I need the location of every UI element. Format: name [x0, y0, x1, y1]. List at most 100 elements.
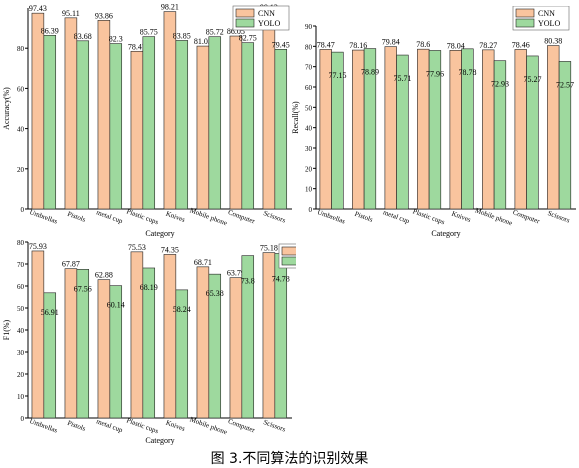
recall-y-tick-label: 40 — [305, 125, 313, 133]
accuracy-category-label: Pistols — [66, 210, 87, 224]
f1-category-label: Computer — [227, 417, 257, 434]
f1-category-label: metal cup — [95, 417, 124, 434]
accuracy-bar-cnn — [31, 12, 45, 210]
accuracy-bar-yolo — [274, 49, 288, 210]
accuracy-legend-swatch-cnn — [235, 8, 255, 18]
f1-value-label: 62.88 — [95, 271, 113, 280]
accuracy-y-tick-label: 20 — [17, 166, 25, 174]
recall-category-label: metal cup — [382, 208, 411, 225]
recall-value-label: 72.93 — [491, 80, 509, 89]
accuracy-value-label: 86.05 — [227, 27, 245, 36]
recall-value-label: 78.6 — [416, 40, 430, 49]
recall-category-label: Plastic cups — [412, 207, 446, 226]
f1-y-tick-label: 50 — [17, 305, 25, 313]
recall-x-axis-title: Category — [431, 229, 460, 238]
accuracy-category-label: Umbrellas — [28, 208, 58, 226]
f1-bar-cnn — [130, 251, 144, 419]
accuracy-y-axis-title: Accuracy(%) — [2, 87, 11, 130]
recall-legend-label: CNN — [538, 9, 555, 18]
recall-y-tick-label: 50 — [305, 104, 313, 112]
f1-y-tick-label: 60 — [17, 283, 25, 291]
recall-value-label: 72.57 — [556, 80, 574, 89]
f1-y-tick-label: 10 — [17, 393, 25, 401]
f1-category-label: Mobile phone — [189, 415, 228, 436]
accuracy-category-label: Computer — [227, 208, 257, 225]
recall-value-label: 77.96 — [426, 69, 444, 78]
accuracy-value-label: 86.39 — [41, 26, 59, 35]
f1-bar-yolo — [175, 289, 189, 419]
recall-legend-swatch-yolo — [515, 18, 535, 28]
recall-y-tick-label: 60 — [305, 84, 313, 92]
figure-caption: 图 3.不同算法的识别效果 — [210, 451, 369, 467]
accuracy-bar-cnn — [97, 20, 111, 210]
accuracy-bar-yolo — [241, 42, 255, 210]
recall-value-label: 77.15 — [328, 71, 346, 80]
recall-value-label: 78.04 — [447, 41, 465, 50]
accuracy-value-label: 85.75 — [140, 28, 158, 37]
f1-bar-yolo — [241, 255, 255, 419]
recall-value-label: 78.16 — [349, 41, 367, 50]
recall-bar-cnn — [482, 49, 495, 210]
f1-bar-yolo — [109, 285, 123, 419]
f1-bar-cnn — [229, 277, 243, 419]
accuracy-bar-yolo — [142, 36, 156, 210]
f1-y-tick-label: 20 — [17, 371, 25, 379]
recall-bar-yolo — [461, 48, 474, 210]
recall-value-label: 75.27 — [523, 75, 541, 84]
recall-category-label: Knives — [451, 210, 473, 224]
f1-bar-yolo — [142, 267, 156, 419]
recall-y-tick-label: 80 — [305, 43, 313, 51]
recall-chart: 0 10 20 30 40 50 60 70 80 90 78.47 78.16 79.84 78.6 78… — [290, 5, 579, 245]
f1-value-label: 68.19 — [140, 283, 158, 292]
accuracy-value-label: 82.3 — [109, 35, 123, 44]
recall-bar-yolo — [558, 61, 572, 210]
recall-value-label: 78.78 — [458, 68, 476, 77]
f1-y-tick-label: 70 — [17, 261, 25, 269]
recall-bar-yolo — [363, 48, 377, 210]
accuracy-category-label: metal cup — [95, 208, 124, 225]
f1-value-label: 68.71 — [194, 258, 212, 267]
accuracy-y-tick-label: 60 — [17, 85, 25, 93]
recall-value-label: 80.38 — [544, 37, 562, 46]
accuracy-bar-cnn — [163, 11, 177, 210]
recall-category-label: Mobile phone — [474, 206, 513, 227]
accuracy-value-label: 97.43 — [29, 4, 47, 13]
accuracy-value-label: 98.21 — [161, 3, 179, 12]
f1-value-label: 73.8 — [241, 277, 255, 286]
f1-category-label: Pistols — [66, 419, 87, 433]
accuracy-value-label: 79.45 — [272, 40, 290, 49]
recall-bar-yolo — [428, 50, 442, 210]
accuracy-bar-yolo — [43, 35, 57, 210]
accuracy-bar-cnn — [229, 35, 243, 210]
f1-category-label: Knives — [165, 419, 187, 433]
f1-y-axis-title: F1(%) — [2, 319, 11, 340]
accuracy-legend-label: CNN — [258, 9, 275, 18]
accuracy-value-label: 93.86 — [95, 11, 113, 20]
recall-y-tick-label: 0 — [309, 206, 313, 214]
f1-chart: 0 10 20 30 40 50 60 70 80 75.93 67.87 62.88 75.53 74.… — [0, 236, 336, 453]
f1-value-label: 74.35 — [161, 245, 179, 254]
f1-value-label: 67.56 — [74, 284, 92, 293]
f1-y-tick-label: 0 — [21, 415, 25, 423]
accuracy-legend-label: YOLO — [258, 19, 280, 28]
recall-value-label: 79.84 — [382, 38, 400, 47]
accuracy-x-axis-title: Category — [145, 229, 174, 238]
recall-value-label: 78.47 — [317, 40, 335, 49]
accuracy-chart: 0 20 40 60 80 97.43 95.11 93.86 78.47 98.21 81.05 8… — [0, 0, 296, 245]
f1-value-label: 63.79 — [227, 269, 245, 278]
accuracy-value-label: 83.85 — [173, 31, 191, 40]
accuracy-value-label: 85.72 — [206, 28, 224, 37]
recall-bar-yolo — [396, 54, 409, 210]
recall-bar-yolo — [331, 51, 344, 210]
accuracy-legend-swatch-yolo — [235, 18, 255, 28]
recall-y-axis-title: Recall(%) — [291, 101, 300, 134]
recall-bar-cnn — [547, 45, 560, 210]
recall-y-tick-label: 10 — [305, 186, 313, 194]
recall-chart-svg: 0 10 20 30 40 50 60 70 80 90 78.47 78.16 79.84 78.6 78… — [291, 5, 576, 238]
accuracy-bar-cnn — [130, 50, 144, 210]
f1-value-label: 67.87 — [62, 260, 80, 269]
recall-legend-label: YOLO — [538, 19, 560, 28]
recall-value-label: 78.27 — [479, 41, 497, 50]
accuracy-value-label: 81.05 — [194, 37, 212, 46]
f1-value-label: 75.53 — [128, 243, 146, 252]
